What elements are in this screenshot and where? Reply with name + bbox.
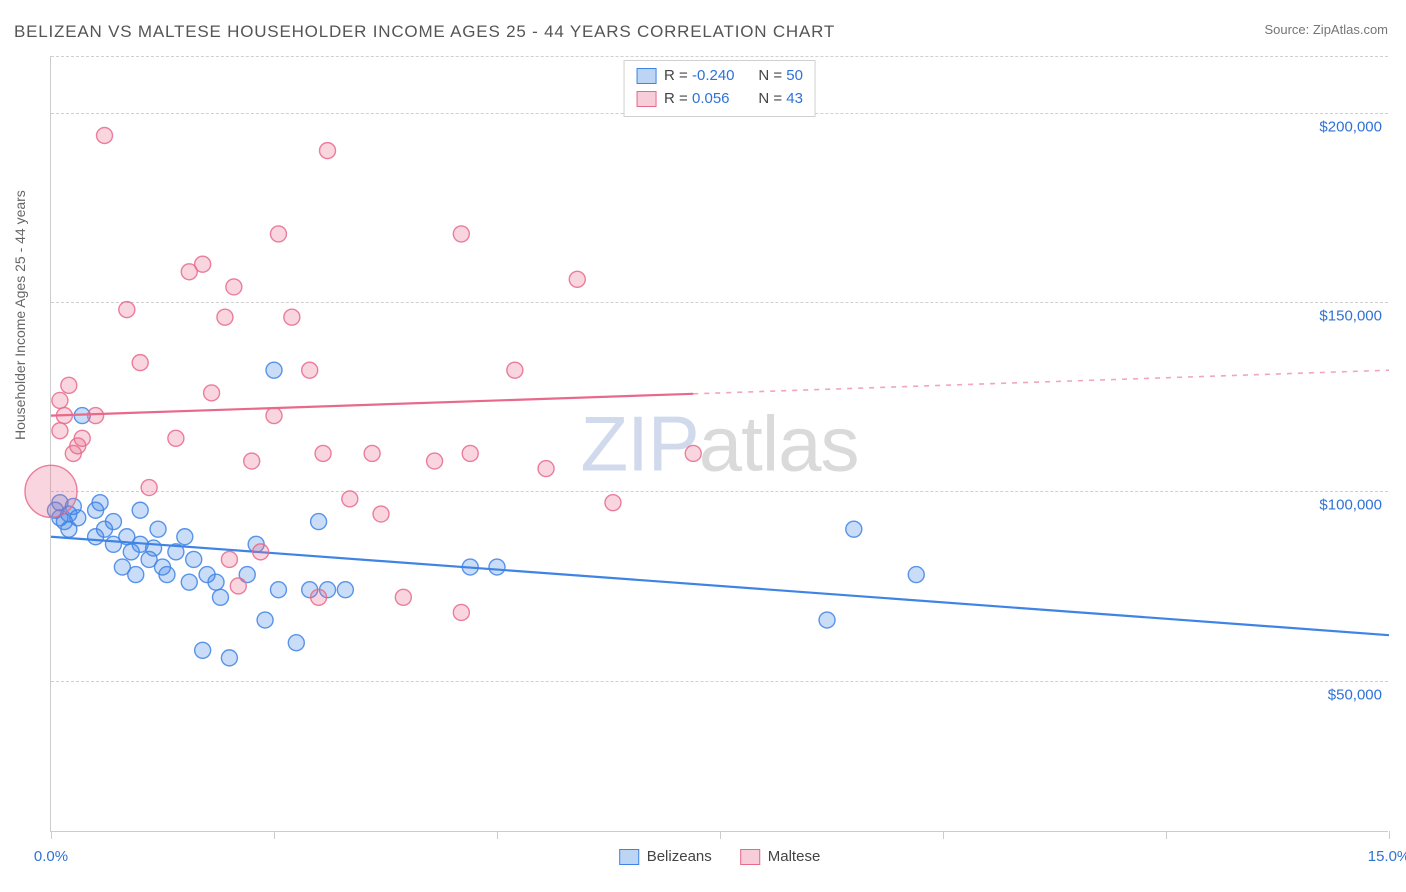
data-point	[311, 589, 327, 605]
stats-text: R = 0.056 N = 43	[664, 88, 803, 111]
legend: Belizeans Maltese	[619, 848, 821, 865]
data-point	[320, 143, 336, 159]
data-point	[270, 226, 286, 242]
data-point	[146, 540, 162, 556]
data-point	[88, 408, 104, 424]
data-point	[92, 495, 108, 511]
data-point	[61, 377, 77, 393]
y-axis-label: Householder Income Ages 25 - 44 years	[12, 190, 28, 440]
plot-area: ZIPatlas $50,000$100,000$150,000$200,000…	[50, 56, 1388, 832]
x-tick	[1389, 831, 1390, 839]
data-point	[212, 589, 228, 605]
legend-item: Belizeans	[619, 848, 712, 865]
legend-label: Maltese	[768, 848, 821, 865]
x-tick-label: 15.0%	[1368, 848, 1406, 865]
data-point	[132, 355, 148, 371]
x-tick	[51, 831, 52, 839]
data-point	[819, 612, 835, 628]
data-point	[52, 392, 68, 408]
data-point	[52, 423, 68, 439]
data-point	[221, 551, 237, 567]
data-point	[427, 453, 443, 469]
data-point	[364, 445, 380, 461]
data-point	[462, 445, 478, 461]
data-point	[97, 127, 113, 143]
data-point	[395, 589, 411, 605]
data-point	[74, 430, 90, 446]
data-point	[195, 642, 211, 658]
data-point	[105, 514, 121, 530]
chart-svg	[51, 56, 1388, 831]
data-point	[284, 309, 300, 325]
stats-row: R = 0.056 N = 43	[636, 88, 803, 111]
data-point	[195, 256, 211, 272]
x-tick	[1166, 831, 1167, 839]
x-tick	[274, 831, 275, 839]
data-point	[230, 578, 246, 594]
data-point	[141, 480, 157, 496]
data-point	[208, 574, 224, 590]
data-point	[181, 574, 197, 590]
data-point	[132, 502, 148, 518]
data-point	[288, 635, 304, 651]
data-point	[315, 445, 331, 461]
stats-text: R = -0.240 N = 50	[664, 65, 803, 88]
x-tick	[497, 831, 498, 839]
data-point	[453, 604, 469, 620]
data-point	[226, 279, 242, 295]
data-point	[128, 567, 144, 583]
data-point	[453, 226, 469, 242]
stats-box: R = -0.240 N = 50R = 0.056 N = 43	[623, 60, 816, 117]
data-point	[186, 551, 202, 567]
regression-line	[51, 394, 693, 416]
series-swatch	[636, 91, 656, 107]
x-tick	[720, 831, 721, 839]
x-tick-label: 0.0%	[34, 848, 68, 865]
x-tick	[943, 831, 944, 839]
regression-line	[51, 537, 1389, 635]
legend-item: Maltese	[740, 848, 821, 865]
data-point	[168, 430, 184, 446]
data-point	[217, 309, 233, 325]
chart-title: BELIZEAN VS MALTESE HOUSEHOLDER INCOME A…	[14, 22, 835, 42]
source-attribution: Source: ZipAtlas.com	[1264, 22, 1388, 37]
stats-row: R = -0.240 N = 50	[636, 65, 803, 88]
data-point	[605, 495, 621, 511]
data-point	[159, 567, 175, 583]
legend-label: Belizeans	[647, 848, 712, 865]
data-point	[507, 362, 523, 378]
data-point	[489, 559, 505, 575]
data-point	[150, 521, 166, 537]
legend-swatch	[740, 849, 760, 865]
data-point	[25, 465, 77, 517]
data-point	[569, 271, 585, 287]
data-point	[846, 521, 862, 537]
series-swatch	[636, 68, 656, 84]
data-point	[270, 582, 286, 598]
regression-line-dashed	[693, 370, 1389, 394]
data-point	[908, 567, 924, 583]
data-point	[266, 408, 282, 424]
data-point	[311, 514, 327, 530]
legend-swatch	[619, 849, 639, 865]
data-point	[221, 650, 237, 666]
data-point	[70, 510, 86, 526]
data-point	[204, 385, 220, 401]
data-point	[257, 612, 273, 628]
data-point	[373, 506, 389, 522]
data-point	[119, 302, 135, 318]
data-point	[253, 544, 269, 560]
data-point	[302, 362, 318, 378]
data-point	[244, 453, 260, 469]
data-point	[337, 582, 353, 598]
data-point	[177, 529, 193, 545]
data-point	[685, 445, 701, 461]
data-point	[266, 362, 282, 378]
data-point	[538, 461, 554, 477]
data-point	[342, 491, 358, 507]
